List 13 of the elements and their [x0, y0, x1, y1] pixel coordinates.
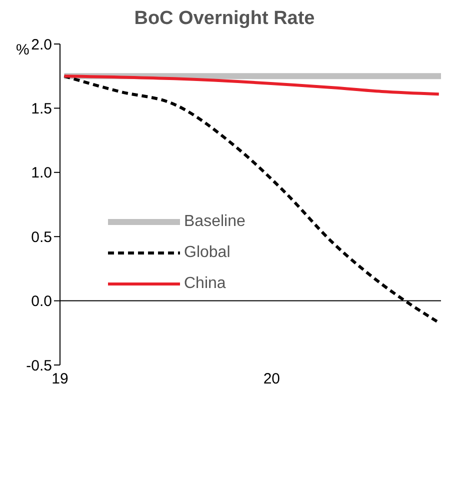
- legend-label: China: [184, 274, 226, 292]
- y-tick-label: 0.5: [31, 228, 52, 246]
- y-tick-label: 0.0: [31, 293, 52, 310]
- x-tick-label: 19: [52, 370, 68, 388]
- y-tick-label: -0.5: [26, 357, 52, 374]
- legend-label: Baseline: [184, 212, 246, 230]
- x-tick-label: 20: [263, 370, 280, 388]
- y-axis-title: %: [16, 42, 30, 59]
- chart-title: BoC Overnight Rate: [133, 8, 316, 31]
- y-tick-label: 1.5: [31, 100, 52, 118]
- y-tick-label: 1.0: [31, 164, 52, 182]
- legend-label: Global: [184, 244, 230, 262]
- y-tick-label: 2.0: [31, 36, 52, 54]
